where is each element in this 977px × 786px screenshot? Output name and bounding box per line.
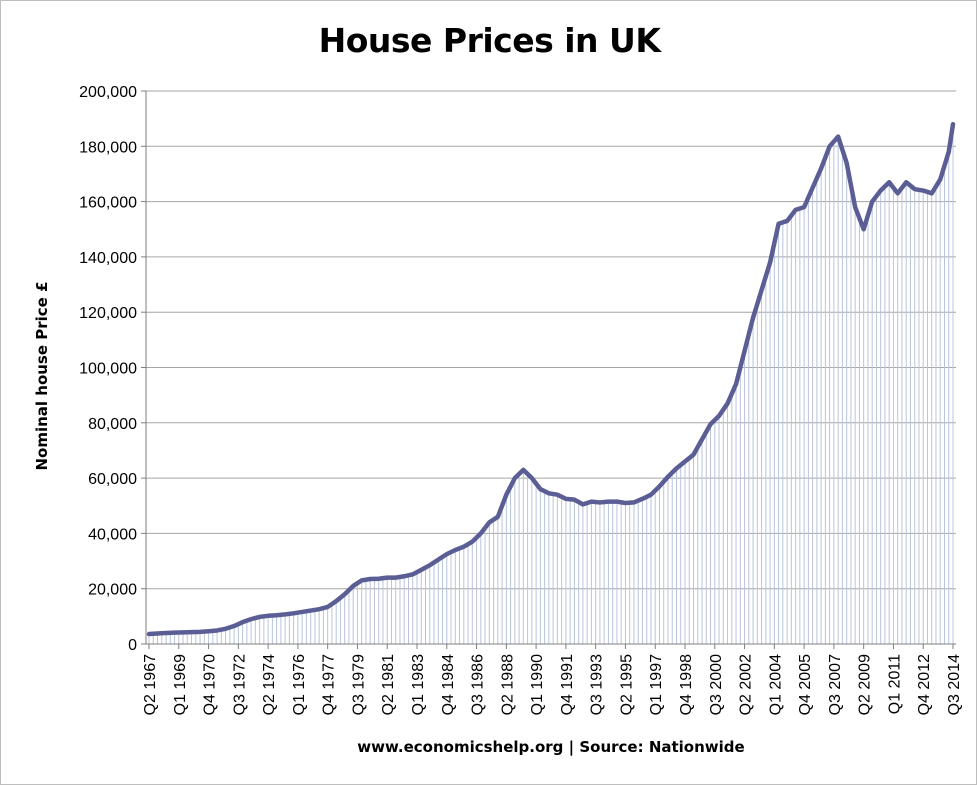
y-tick-label: 100,000 — [79, 361, 137, 378]
x-tick-label: Q2 1988 — [499, 654, 516, 715]
y-tick-label: 20,000 — [88, 582, 137, 599]
y-tick-label: 140,000 — [79, 250, 137, 267]
x-tick-label: Q4 2005 — [797, 654, 814, 715]
y-tick-label: 40,000 — [88, 526, 137, 543]
x-tick-labels: Q2 1967 Q1 1969 Q4 1970 Q3 1972 Q2 1974 Q1 19… — [142, 654, 963, 715]
chart-title: House Prices in UK — [318, 21, 661, 60]
x-tick-label: Q1 1997 — [648, 654, 665, 715]
y-tick-label: 160,000 — [79, 195, 137, 212]
x-tick-label: Q2 1995 — [618, 654, 635, 715]
y-tick-labels: 0 20,000 40,000 60,000 80,000 100,000 120,000 1… — [79, 84, 137, 654]
x-tick-label: Q4 1970 — [202, 654, 219, 715]
x-tick-label: Q3 2014 — [946, 654, 963, 715]
price-line — [146, 121, 956, 637]
x-tick-label: Q1 2004 — [767, 654, 784, 715]
gridlines — [146, 90, 956, 645]
x-axis-label: www.economicshelp.org | Source: Nationwi… — [357, 738, 745, 756]
x-tick-label: Q4 1977 — [321, 654, 338, 715]
x-tick-label: Q4 1984 — [440, 654, 457, 715]
y-tick-label: 0 — [128, 637, 137, 654]
x-tick-label: Q2 1967 — [142, 654, 159, 715]
x-tick-label: Q1 2011 — [886, 654, 903, 714]
axes — [141, 90, 956, 649]
x-tick-label: Q3 1986 — [470, 654, 487, 715]
x-tick-label: Q3 1972 — [231, 654, 248, 715]
y-tick-label: 60,000 — [88, 471, 137, 488]
x-tick-label: Q4 2012 — [916, 654, 933, 715]
x-tick-label: Q1 1990 — [529, 654, 546, 715]
y-tick-label: 180,000 — [79, 139, 137, 156]
x-tick-label: Q4 1998 — [678, 654, 695, 715]
y-tick-label: 120,000 — [79, 305, 137, 322]
x-tick-label: Q2 2009 — [857, 654, 874, 715]
x-tick-label: Q1 1976 — [291, 654, 308, 715]
x-tick-label: Q4 1991 — [559, 654, 576, 715]
x-tick-label: Q1 1969 — [172, 654, 189, 715]
x-tick-label: Q2 2002 — [738, 654, 755, 715]
area-fill-bars — [148, 124, 954, 644]
x-tick-label: Q3 1979 — [350, 654, 367, 715]
x-tick-label: Q3 2000 — [708, 654, 725, 715]
x-tick-label: Q3 1993 — [589, 654, 606, 715]
x-tick-label: Q2 1981 — [380, 654, 397, 715]
x-tick-label: Q3 2007 — [827, 654, 844, 715]
x-tick-label: Q2 1974 — [261, 654, 278, 715]
y-tick-label: 80,000 — [88, 416, 137, 433]
x-tick-label: Q1 1983 — [410, 654, 427, 715]
y-tick-label: 200,000 — [79, 84, 137, 101]
